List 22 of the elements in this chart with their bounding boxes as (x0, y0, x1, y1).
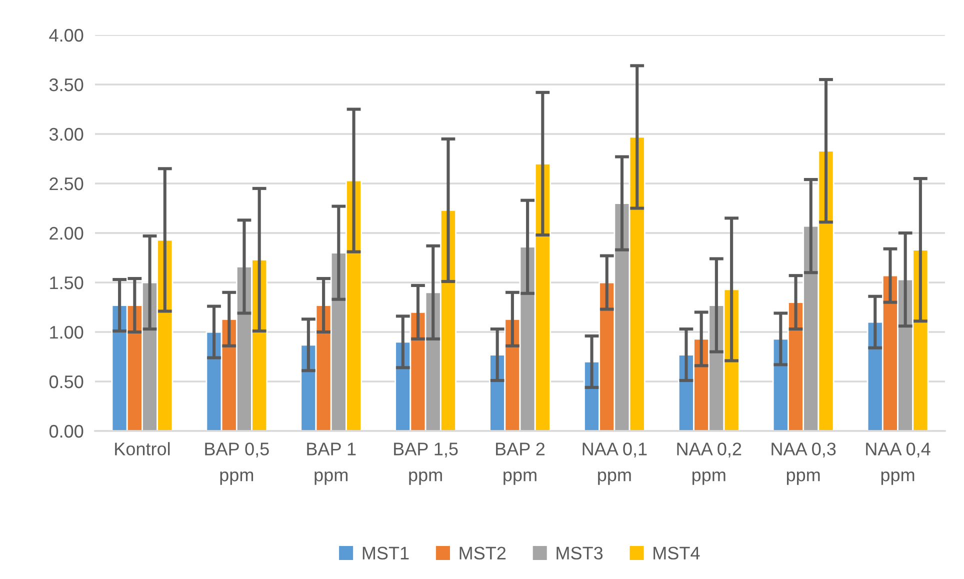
y-tick-label: 3.00 (49, 128, 84, 141)
x-tick-label: NAA 0,4 ppm (866, 442, 930, 485)
legend-label: MST1 (362, 546, 409, 560)
x-tick-label: NAA 0,1 ppm (582, 442, 647, 485)
x-tick-label: NAA 0,3 ppm (772, 442, 836, 485)
x-tick-label: BAP 0,5 ppm (205, 442, 269, 485)
y-tick-label: 2.50 (50, 177, 84, 190)
x-tick-label: Kontrol (115, 442, 170, 456)
x-tick-label: NAA 0,2 ppm (677, 442, 742, 485)
y-tick-label: 2.00 (50, 226, 84, 240)
x-tick-label: BAP 1,5 ppm (394, 442, 458, 485)
y-tick-label: 3.50 (49, 78, 84, 92)
legend-label: MST3 (556, 546, 603, 560)
x-tick-label: BAP 1 ppm (307, 442, 356, 485)
y-tick-label: 0.50 (49, 375, 84, 388)
y-tick-label: 1.00 (50, 326, 84, 339)
y-tick-label: 4.00 (49, 28, 84, 42)
x-tick-label: BAP 2 ppm (496, 442, 545, 485)
y-tick-label: 0.00 (49, 424, 84, 438)
legend-label: MST2 (460, 546, 506, 560)
y-tick-label: 1.50 (50, 276, 84, 290)
legend-label: MST4 (654, 546, 700, 560)
